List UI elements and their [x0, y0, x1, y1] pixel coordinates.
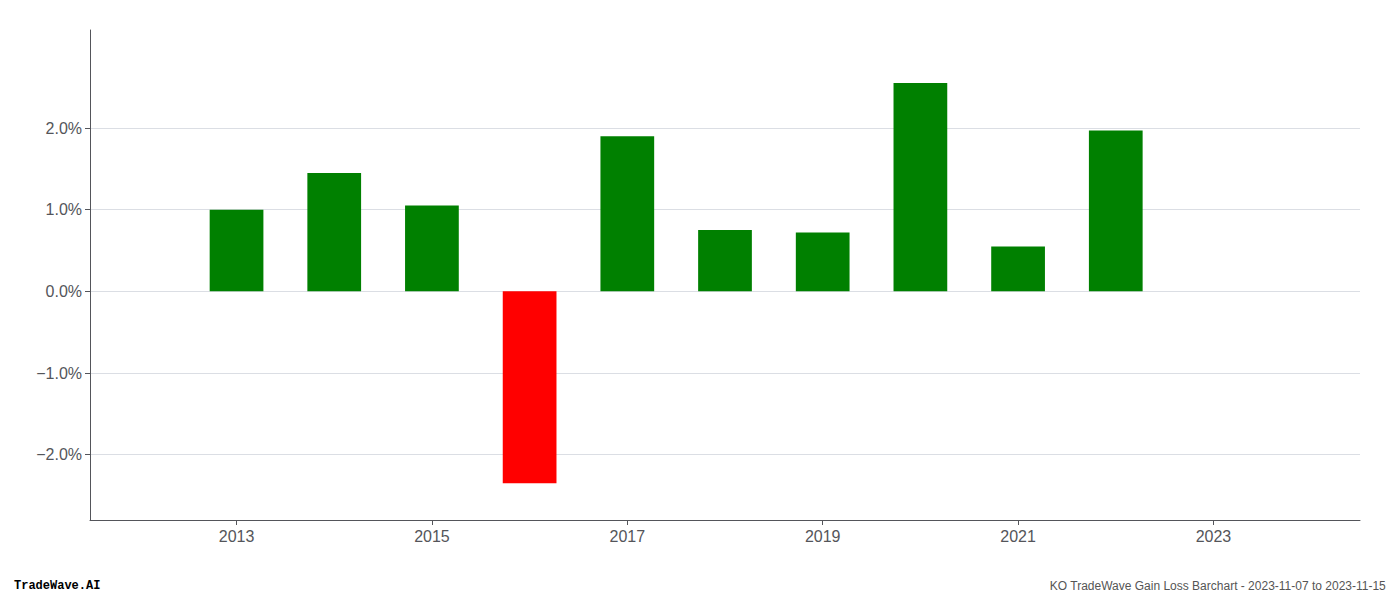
svg-text:2015: 2015: [414, 528, 450, 545]
svg-text:−1.0%: −1.0%: [36, 365, 82, 382]
svg-text:1.0%: 1.0%: [46, 201, 82, 218]
svg-text:−2.0%: −2.0%: [36, 446, 82, 463]
svg-text:2.0%: 2.0%: [46, 120, 82, 137]
svg-text:TradeWave.AI: TradeWave.AI: [14, 579, 100, 593]
svg-text:2017: 2017: [610, 528, 646, 545]
svg-text:0.0%: 0.0%: [46, 283, 82, 300]
svg-text:2021: 2021: [1000, 528, 1036, 545]
svg-text:KO TradeWave Gain Loss Barchar: KO TradeWave Gain Loss Barchart - 2023-1…: [1050, 579, 1386, 593]
svg-text:2013: 2013: [219, 528, 255, 545]
svg-text:2019: 2019: [805, 528, 841, 545]
svg-text:2023: 2023: [1196, 528, 1232, 545]
